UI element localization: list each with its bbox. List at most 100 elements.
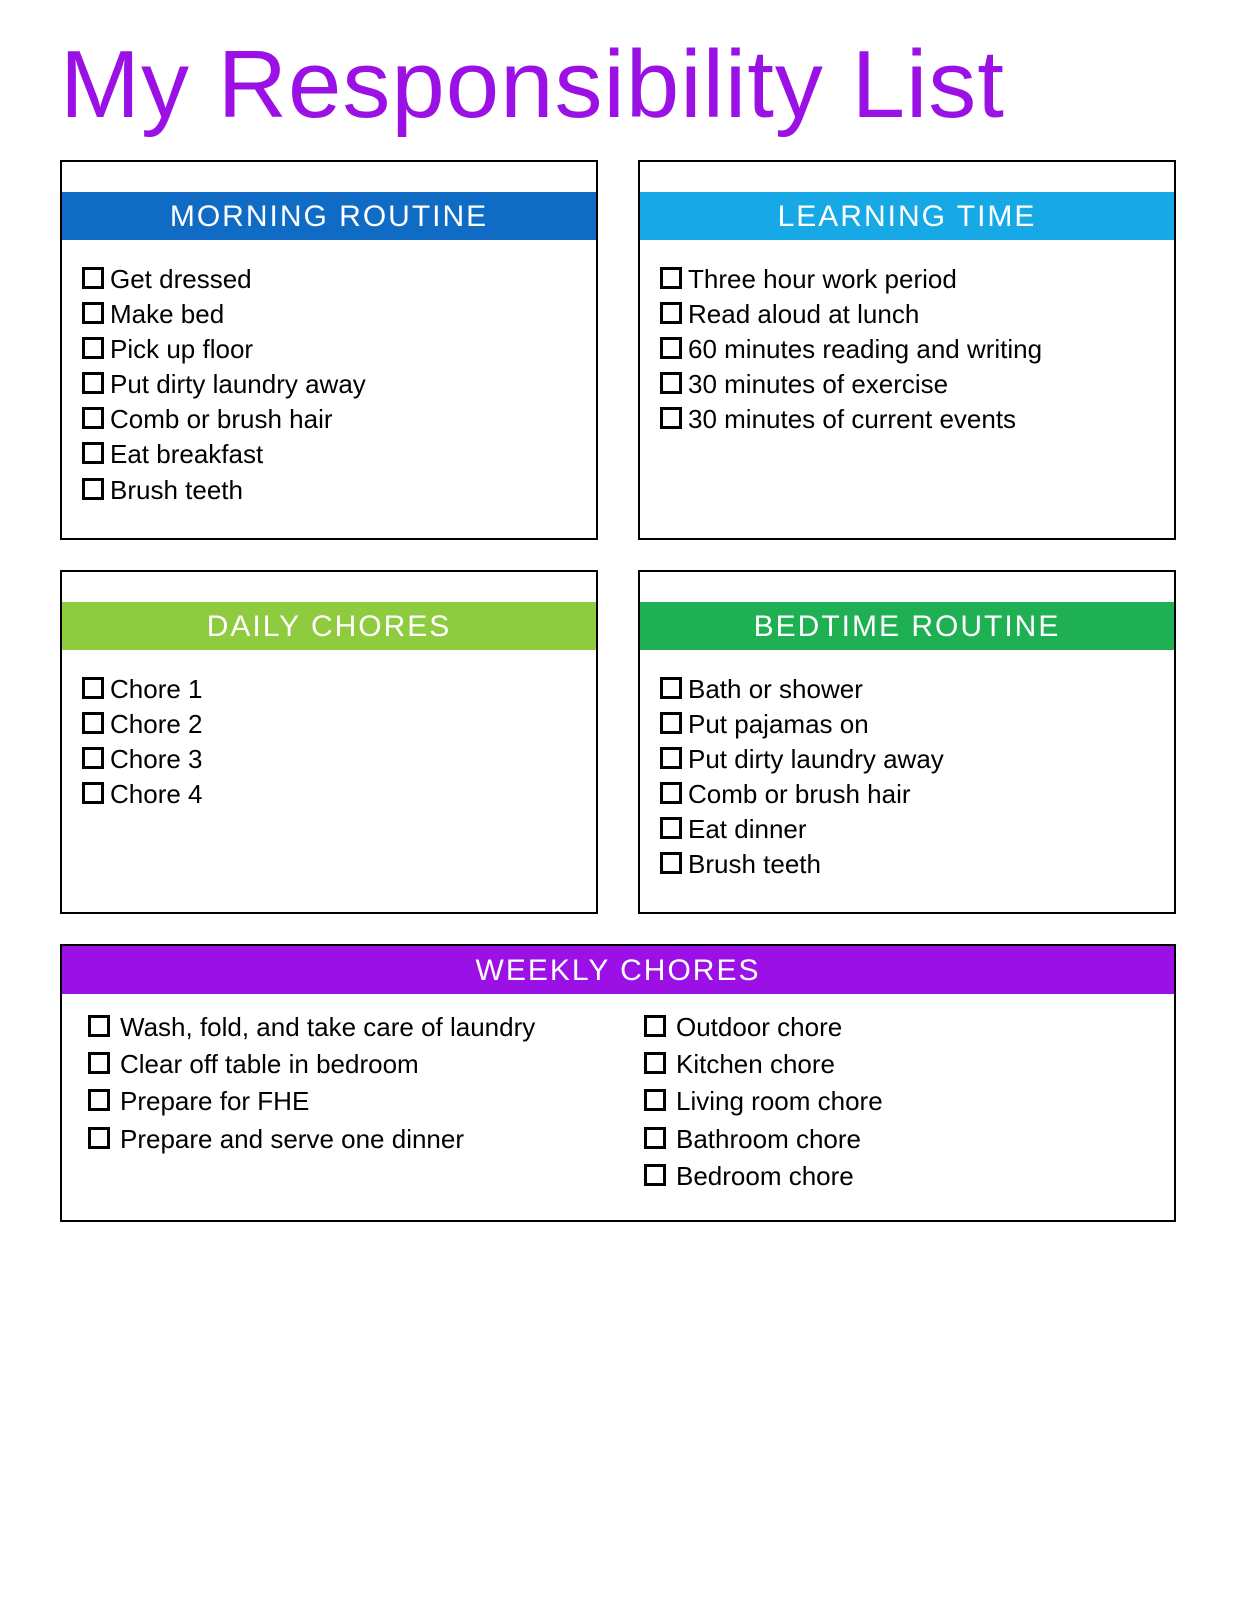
item-label: Chore 3 [110,742,576,777]
checkbox-icon[interactable] [82,782,104,804]
item-label: Make bed [110,297,576,332]
list-item: Read aloud at lunch [660,297,1154,332]
item-label: Brush teeth [110,473,576,508]
checkbox-icon[interactable] [82,372,104,394]
list-item: Comb or brush hair [82,402,576,437]
item-label: Bathroom chore [672,1122,1154,1157]
item-label: 30 minutes of current events [688,402,1154,437]
list-item: Brush teeth [82,473,576,508]
checkbox-icon[interactable] [82,442,104,464]
item-label: Comb or brush hair [110,402,576,437]
item-label: Put dirty laundry away [110,367,576,402]
item-label: Bath or shower [688,672,1154,707]
item-label: Prepare and serve one dinner [116,1122,598,1157]
checkbox-icon[interactable] [644,1089,666,1111]
checkbox-icon[interactable] [660,302,682,324]
item-label: Living room chore [672,1084,1154,1119]
list-item: Put pajamas on [660,707,1154,742]
card-body-morning: Get dressed Make bed Pick up floor Put d… [62,240,596,538]
checkbox-icon[interactable] [88,1052,110,1074]
item-label: Put dirty laundry away [688,742,1154,777]
checkbox-icon[interactable] [660,407,682,429]
checkbox-icon[interactable] [644,1127,666,1149]
checkbox-icon[interactable] [82,677,104,699]
checkbox-icon[interactable] [82,747,104,769]
list-item: Prepare and serve one dinner [82,1122,598,1157]
item-label: Eat dinner [688,812,1154,847]
list-item: Chore 4 [82,777,576,812]
checkbox-icon[interactable] [660,267,682,289]
sections-grid: MORNING ROUTINE Get dressed Make bed Pic… [60,160,1176,1222]
checkbox-icon[interactable] [644,1164,666,1186]
list-item: Chore 2 [82,707,576,742]
item-label: Chore 1 [110,672,576,707]
checkbox-icon[interactable] [88,1015,110,1037]
checkbox-icon[interactable] [82,712,104,734]
list-item: Three hour work period [660,262,1154,297]
checkbox-icon[interactable] [660,677,682,699]
checkbox-icon[interactable] [88,1089,110,1111]
card-morning: MORNING ROUTINE Get dressed Make bed Pic… [60,160,598,540]
weekly-left-column: Wash, fold, and take care of laundry Cle… [82,1010,598,1195]
item-label: Three hour work period [688,262,1154,297]
item-label: Clear off table in bedroom [116,1047,598,1082]
item-label: Bedroom chore [672,1159,1154,1194]
checkbox-icon[interactable] [660,852,682,874]
list-item: Eat breakfast [82,437,576,472]
card-learning: LEARNING TIME Three hour work period Rea… [638,160,1176,540]
card-header-morning: MORNING ROUTINE [62,192,596,240]
list-item: Put dirty laundry away [82,367,576,402]
list-item: Bedroom chore [638,1159,1154,1194]
list-item: 30 minutes of exercise [660,367,1154,402]
item-label: 60 minutes reading and writing [688,332,1154,367]
list-item: Bathroom chore [638,1122,1154,1157]
item-label: Prepare for FHE [116,1084,598,1119]
checkbox-icon[interactable] [660,712,682,734]
checkbox-icon[interactable] [82,337,104,359]
card-spacer [640,572,1174,602]
checkbox-icon[interactable] [82,407,104,429]
weekly-right-column: Outdoor chore Kitchen chore Living room … [638,1010,1154,1195]
checkbox-icon[interactable] [82,478,104,500]
item-label: Chore 4 [110,777,576,812]
list-item: Living room chore [638,1084,1154,1119]
checkbox-icon[interactable] [660,747,682,769]
checkbox-icon[interactable] [660,372,682,394]
item-label: Read aloud at lunch [688,297,1154,332]
item-label: Eat breakfast [110,437,576,472]
checkbox-icon[interactable] [82,267,104,289]
checkbox-icon[interactable] [644,1015,666,1037]
card-header-weekly: WEEKLY CHORES [62,946,1174,994]
checkbox-icon[interactable] [660,817,682,839]
checkbox-icon[interactable] [660,782,682,804]
checkbox-icon[interactable] [82,302,104,324]
list-item: Eat dinner [660,812,1154,847]
list-item: Pick up floor [82,332,576,367]
card-bedtime: BEDTIME ROUTINE Bath or shower Put pajam… [638,570,1176,915]
item-label: Pick up floor [110,332,576,367]
card-header-learning: LEARNING TIME [640,192,1174,240]
list-item: Bath or shower [660,672,1154,707]
list-item: Clear off table in bedroom [82,1047,598,1082]
card-spacer [62,162,596,192]
card-weekly: WEEKLY CHORES Wash, fold, and take care … [60,944,1176,1221]
item-label: Outdoor chore [672,1010,1154,1045]
item-label: Kitchen chore [672,1047,1154,1082]
list-item: Comb or brush hair [660,777,1154,812]
list-item: 60 minutes reading and writing [660,332,1154,367]
checkbox-icon[interactable] [644,1052,666,1074]
list-item: Put dirty laundry away [660,742,1154,777]
list-item: Prepare for FHE [82,1084,598,1119]
item-label: Get dressed [110,262,576,297]
page-title: My Responsibility List [60,30,1176,140]
list-item: 30 minutes of current events [660,402,1154,437]
checkbox-icon[interactable] [660,337,682,359]
item-label: Put pajamas on [688,707,1154,742]
checkbox-icon[interactable] [88,1127,110,1149]
card-spacer [62,572,596,602]
list-item: Outdoor chore [638,1010,1154,1045]
item-label: Wash, fold, and take care of laundry [116,1010,598,1045]
list-item: Kitchen chore [638,1047,1154,1082]
list-item: Get dressed [82,262,576,297]
list-item: Make bed [82,297,576,332]
